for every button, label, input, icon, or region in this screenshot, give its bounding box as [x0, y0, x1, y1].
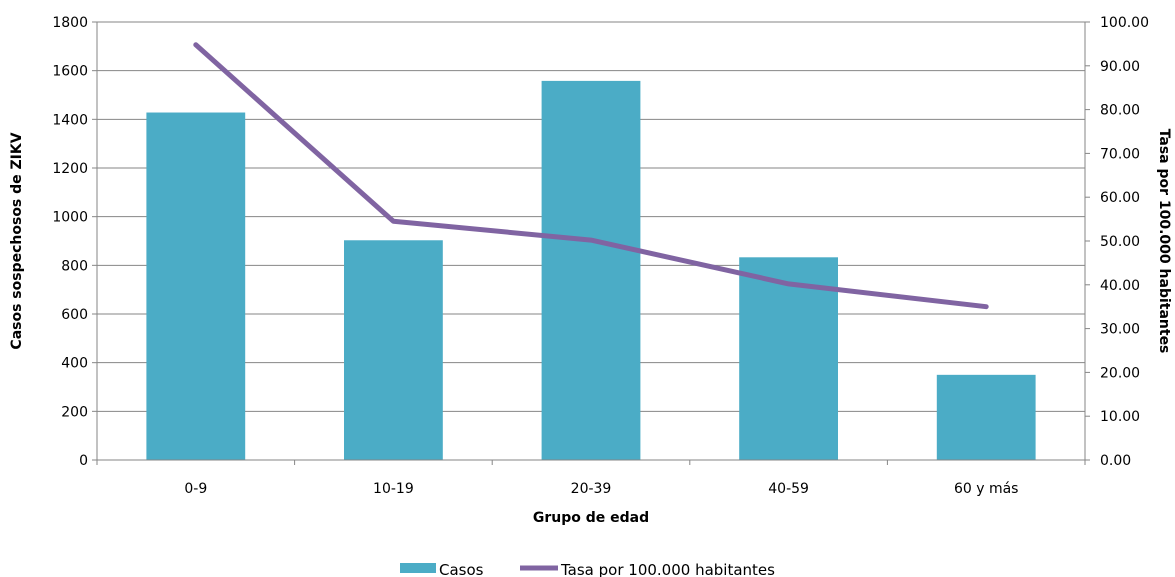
bar-20-39 — [541, 80, 641, 461]
right-tick-label: 80.00 — [1100, 103, 1140, 119]
right-axis-title: Tasa por 100.000 habitantes — [1156, 129, 1172, 354]
bar-series-casos — [146, 80, 1036, 461]
left-tick-label: 1600 — [52, 64, 88, 80]
left-axis-tick-labels: 0 200 400 600 800 1000 1200 1400 1600 1800 — [52, 15, 88, 469]
left-tick-label: 1200 — [52, 161, 88, 177]
left-tick-label: 1000 — [52, 210, 88, 226]
right-tick-label: 0.00 — [1100, 453, 1131, 469]
left-tick-label: 0 — [79, 453, 88, 469]
right-tick-label: 30.00 — [1100, 322, 1140, 338]
right-tick-label: 20.00 — [1100, 365, 1140, 381]
x-tick-label: 20-39 — [571, 481, 612, 497]
bar-10-19 — [344, 240, 443, 460]
right-axis-tick-labels: 0.00 10.00 20.00 30.00 40.00 50.00 60.00 70.00 8… — [1100, 15, 1149, 469]
left-tick-label: 600 — [61, 307, 88, 323]
left-tick-label: 400 — [61, 356, 88, 372]
x-tick-label: 40-59 — [768, 481, 809, 497]
right-tick-label: 50.00 — [1100, 234, 1140, 250]
x-tick-label: 60 y más — [954, 481, 1019, 497]
x-tick-label: 0-9 — [184, 481, 207, 497]
left-tick-label: 200 — [61, 404, 88, 420]
left-tick-label: 1400 — [52, 112, 88, 128]
left-tick-label: 1800 — [52, 15, 88, 31]
left-axis-title: Casos sospechosos de ZIKV — [9, 132, 25, 349]
x-axis-tick-labels: 0-9 10-19 20-39 40-59 60 y más — [184, 481, 1018, 497]
right-tick-label: 40.00 — [1100, 278, 1140, 294]
right-tick-label: 70.00 — [1100, 146, 1140, 162]
line-series-tasa — [193, 42, 989, 310]
x-tick-label: 10-19 — [373, 481, 414, 497]
bar-40-59 — [739, 257, 838, 460]
left-tick-label: 800 — [61, 258, 88, 274]
legend-label-tasa: Tasa por 100.000 habitantes — [560, 561, 775, 577]
right-tick-label: 90.00 — [1100, 59, 1140, 75]
bar-0-9 — [146, 112, 246, 461]
legend: Casos Tasa por 100.000 habitantes — [400, 561, 775, 577]
right-tick-label: 60.00 — [1100, 190, 1140, 206]
bar-60 y más — [936, 374, 1036, 460]
right-tick-label: 10.00 — [1100, 409, 1140, 425]
legend-label-casos: Casos — [439, 561, 484, 577]
legend-swatch-casos — [400, 563, 436, 573]
axes — [92, 21, 1090, 465]
x-axis-title: Grupo de edad — [533, 510, 649, 526]
right-tick-label: 100.00 — [1100, 15, 1149, 31]
